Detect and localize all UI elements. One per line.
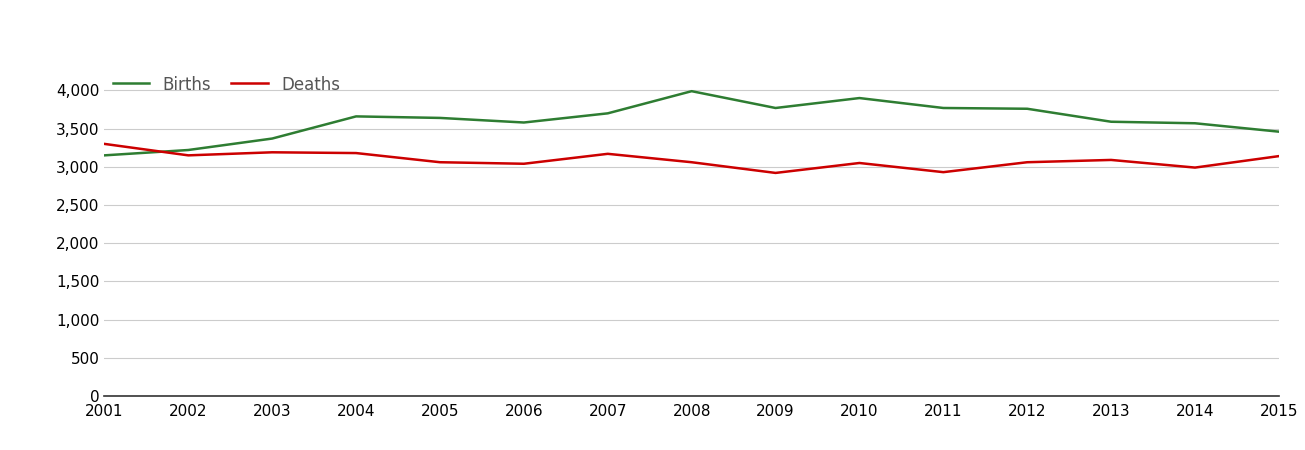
Births [600,111,616,116]
Deaths [936,170,951,175]
Deaths [348,150,364,156]
Deaths [852,160,868,166]
Deaths [97,141,112,147]
Births [1188,121,1203,126]
Births [1019,106,1035,112]
Births [1103,119,1118,125]
Deaths [1188,165,1203,170]
Deaths [767,170,783,176]
Line: Births: Births [104,91,1279,155]
Deaths [432,160,448,165]
Deaths [1103,157,1118,162]
Legend: Births, Deaths: Births, Deaths [112,76,341,94]
Deaths [684,160,699,165]
Births [852,95,868,101]
Births [767,105,783,111]
Deaths [1019,160,1035,165]
Births [180,147,196,153]
Births [348,114,364,119]
Deaths [600,151,616,157]
Births [1271,129,1287,135]
Deaths [265,149,281,155]
Deaths [515,161,531,166]
Births [515,120,531,125]
Deaths [1271,153,1287,159]
Deaths [180,153,196,158]
Births [265,136,281,141]
Births [432,115,448,121]
Births [684,89,699,94]
Line: Deaths: Deaths [104,144,1279,173]
Births [97,153,112,158]
Births [936,105,951,111]
